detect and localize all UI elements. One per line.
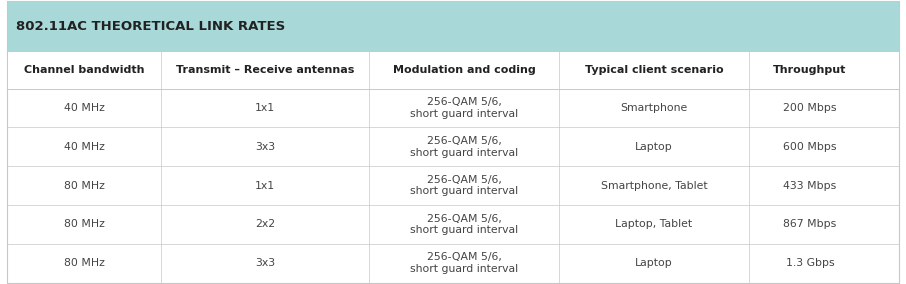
Text: 867 Mbps: 867 Mbps	[784, 219, 836, 229]
Bar	[7, 51, 899, 89]
Text: Throughput: Throughput	[774, 64, 847, 75]
Text: 600 Mbps: 600 Mbps	[784, 142, 837, 152]
Text: 2x2: 2x2	[255, 219, 275, 229]
Text: 40 MHz: 40 MHz	[64, 142, 105, 152]
Text: 3x3: 3x3	[255, 258, 275, 268]
Text: Laptop: Laptop	[635, 258, 673, 268]
Text: 256-QAM 5/6,
short guard interval: 256-QAM 5/6, short guard interval	[410, 214, 518, 235]
Text: 433 Mbps: 433 Mbps	[784, 181, 836, 191]
Text: Channel bandwidth: Channel bandwidth	[24, 64, 145, 75]
Text: 1x1: 1x1	[255, 181, 275, 191]
Text: 256-QAM 5/6,
short guard interval: 256-QAM 5/6, short guard interval	[410, 175, 518, 196]
Bar	[7, 1, 899, 51]
Text: 256-QAM 5/6,
short guard interval: 256-QAM 5/6, short guard interval	[410, 136, 518, 158]
Text: Smartphone, Tablet: Smartphone, Tablet	[601, 181, 708, 191]
Text: Laptop, Tablet: Laptop, Tablet	[615, 219, 692, 229]
Text: Transmit – Receive antennas: Transmit – Receive antennas	[176, 64, 354, 75]
Text: 80 MHz: 80 MHz	[64, 181, 105, 191]
Text: 1.3 Gbps: 1.3 Gbps	[786, 258, 834, 268]
Text: 200 Mbps: 200 Mbps	[784, 103, 837, 113]
Text: 1x1: 1x1	[255, 103, 275, 113]
Text: 256-QAM 5/6,
short guard interval: 256-QAM 5/6, short guard interval	[410, 252, 518, 274]
Text: Modulation and coding: Modulation and coding	[393, 64, 535, 75]
Text: 40 MHz: 40 MHz	[64, 103, 105, 113]
Text: Laptop: Laptop	[635, 142, 673, 152]
Text: 80 MHz: 80 MHz	[64, 258, 105, 268]
Text: 256-QAM 5/6,
short guard interval: 256-QAM 5/6, short guard interval	[410, 97, 518, 119]
Text: 802.11AC THEORETICAL LINK RATES: 802.11AC THEORETICAL LINK RATES	[16, 20, 285, 33]
Text: 3x3: 3x3	[255, 142, 275, 152]
Text: Typical client scenario: Typical client scenario	[584, 64, 723, 75]
Text: 80 MHz: 80 MHz	[64, 219, 105, 229]
Text: Smartphone: Smartphone	[621, 103, 688, 113]
